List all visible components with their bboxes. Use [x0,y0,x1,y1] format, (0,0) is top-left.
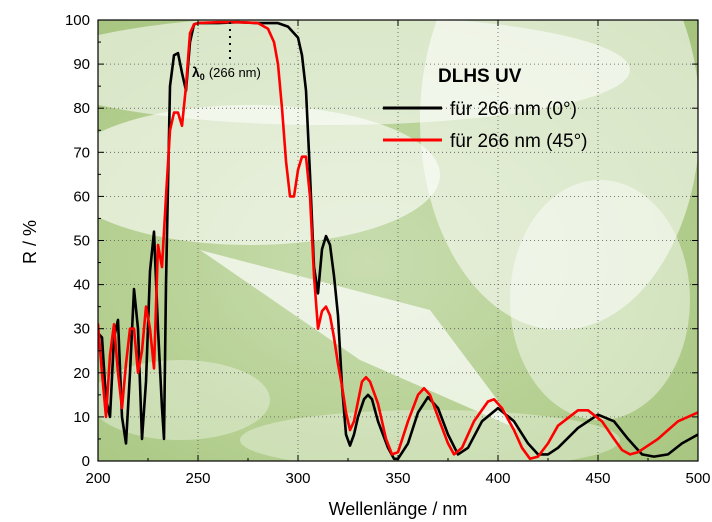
x-tick-label: 500 [685,470,710,487]
tick-labels: 200 250 300 350 400 450 500 0 10 20 30 40 50 60 70 80 90… [65,12,711,487]
lambda-label: λ0 (266 nm) [192,64,261,82]
y-tick-label: 30 [73,321,90,338]
series-layer [98,20,698,461]
y-tick-label: 80 [73,100,90,117]
x-tick-label: 450 [585,470,610,487]
y-tick-label: 90 [73,56,90,73]
y-tick-label: 70 [73,144,90,161]
series-line-0 [98,20,698,461]
ticks [97,19,699,462]
x-axis-title: Wellenlänge / nm [329,499,468,519]
series-line-1 [98,20,698,461]
y-tick-label: 10 [73,409,90,426]
lambda-annotation: λ0 (266 nm) [192,22,261,82]
lambda-suffix: (266 nm) [209,65,261,80]
x-tick-label: 200 [85,470,110,487]
x-tick-label: 300 [285,470,310,487]
legend-entry-0: für 266 nm (0°) [450,99,577,120]
x-tick-label: 250 [185,470,210,487]
y-tick-label: 60 [73,188,90,205]
y-tick-label: 50 [73,233,90,250]
legend-title: DLHS UV [438,66,522,87]
lambda-symbol: λ [192,64,200,80]
x-tick-label: 400 [485,470,510,487]
y-tick-label: 40 [73,277,90,294]
legend-entry-1: für 266 nm (45°) [450,131,588,152]
lambda-subscript: 0 [200,72,205,82]
legend: DLHS UV für 266 nm (0°) für 266 nm (45°) [383,66,588,152]
y-tick-label: 20 [73,365,90,382]
y-tick-label: 0 [82,453,90,470]
x-tick-label: 350 [385,470,410,487]
y-tick-label: 100 [65,12,90,29]
y-axis-title: R / % [20,220,40,264]
